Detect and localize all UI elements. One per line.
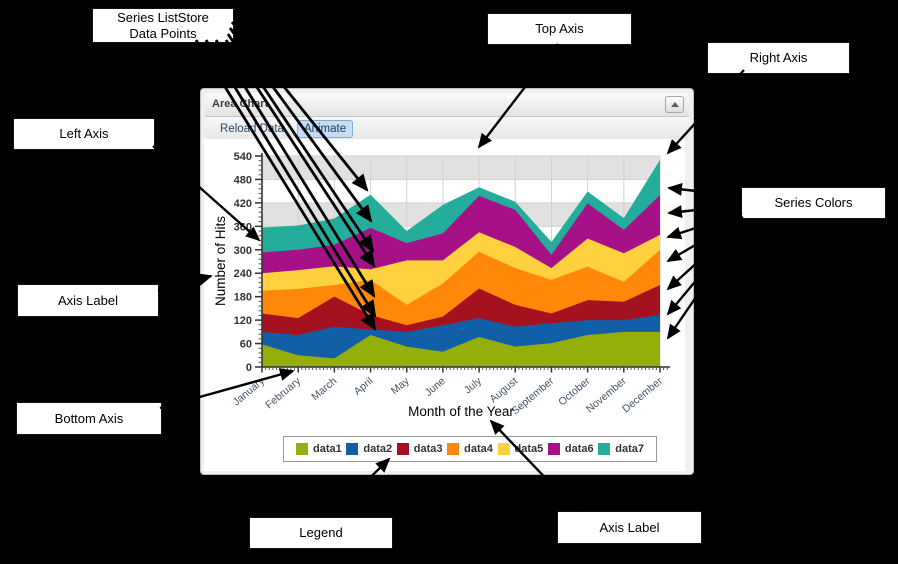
legend-swatch-icon [598,443,611,455]
annotation-left-axis: Left Axis [13,118,155,150]
legend-swatch-icon [296,443,308,455]
annotation-text: Data Points [129,25,197,41]
animate-toggle-button[interactable]: Animate [296,120,354,138]
y-tick-label: 0 [246,362,252,374]
legend-swatch-icon [497,443,510,455]
left-axis-ticks: 0 60 120 180 240 300 360 420 480 540 [234,151,262,374]
y-tick-label: 60 [240,339,252,351]
legend-item-data2[interactable]: data2 [346,443,392,455]
legend-label: data5 [514,443,544,455]
legend-label: data1 [313,443,342,455]
legend-item-data7[interactable]: data7 [598,443,644,455]
legend-item-data3[interactable]: data3 [396,443,443,455]
annotation-right-axis: Right Axis [707,42,850,74]
annotation-legend: Legend [249,517,393,549]
legend-label: data2 [363,443,393,455]
annotation-top-axis: Top Axis [487,13,632,45]
x-tick-label: December [620,375,665,416]
x-tick-label: June [423,375,448,399]
y-tick-label: 240 [234,268,252,280]
legend-label: data7 [615,443,644,455]
x-tick-label: January [231,375,268,409]
series-area-data1 [262,331,660,367]
legend-swatch-icon [396,443,409,455]
annotation-series-liststore: Series ListStore Data Points [92,8,234,43]
annotation-text: Series ListStore [117,9,209,25]
y-tick-label: 300 [234,245,252,257]
legend-swatch-icon [346,443,359,455]
x-tick-label: April [352,375,376,398]
y-tick-label: 420 [234,198,252,210]
x-tick-label: March [309,375,339,403]
annotation-bottom-axis: Bottom Axis [16,402,162,435]
y-tick-label: 360 [234,221,252,233]
annotation-series-colors: Series Colors [741,187,886,219]
x-tick-label: February [263,375,303,412]
legend-label: data3 [413,443,443,455]
collapse-button[interactable] [665,96,684,113]
x-tick-label: August [487,375,520,405]
y-tick-label: 540 [234,151,252,163]
panel-title: Area Chart [212,98,269,110]
y-tick-label: 180 [234,292,252,304]
y-tick-label: 480 [234,174,252,186]
legend-swatch-icon [447,443,460,455]
x-tick-label: July [462,375,485,397]
area-chart: 0 60 120 180 240 300 360 420 480 540 JanuaryFebrua… [213,151,670,419]
collapse-up-icon [670,102,679,107]
panel-header: Area Chart [205,93,689,117]
y-tick-label: 120 [234,315,252,327]
legend-item-data1[interactable]: data1 [296,443,342,455]
annotation-axis-label-bottom: Axis Label [557,511,702,544]
bottom-axis-title: Month of the Year [408,404,514,419]
annotation-axis-label-left: Axis Label [17,284,159,317]
legend-label: data4 [464,443,493,455]
legend-swatch-icon [547,443,560,455]
chart-legend: data1 data2 data3 data4 data5 data6 data7 [283,436,657,462]
x-tick-label: May [389,375,412,397]
legend-item-data6[interactable]: data6 [547,443,594,455]
legend-item-data4[interactable]: data4 [447,443,493,455]
legend-label: data6 [564,443,594,455]
left-axis-title: Number of Hits [213,216,228,306]
reload-data-button[interactable]: Reload Data [213,120,291,138]
legend-item-data5[interactable]: data5 [497,443,544,455]
